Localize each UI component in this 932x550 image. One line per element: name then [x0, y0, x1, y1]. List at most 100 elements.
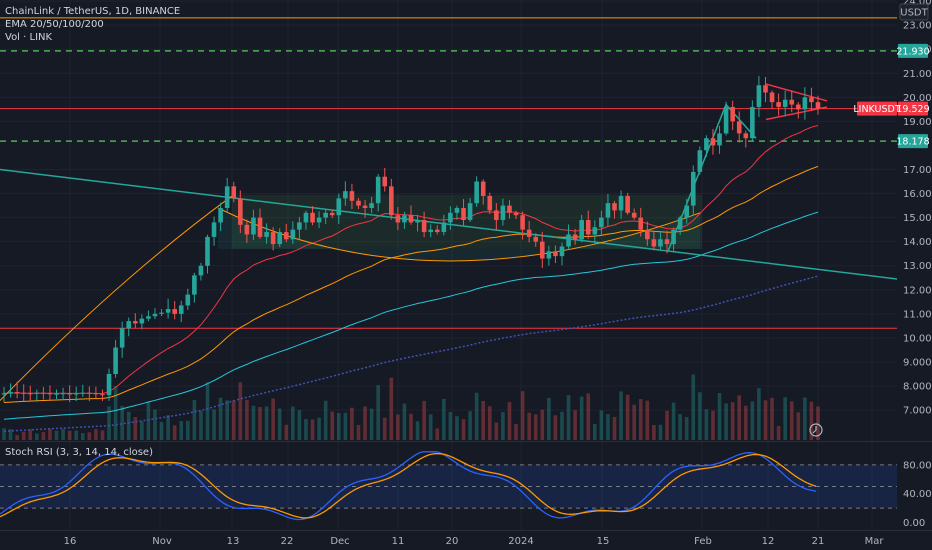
clock-button[interactable]: [809, 423, 823, 437]
candle[interactable]: [526, 220, 532, 243]
candle[interactable]: [664, 230, 670, 254]
candle[interactable]: [730, 100, 735, 131]
candle[interactable]: [349, 183, 355, 209]
candle[interactable]: [513, 210, 519, 219]
candle[interactable]: [106, 368, 112, 401]
candle[interactable]: [244, 219, 250, 243]
candle[interactable]: [172, 301, 177, 320]
candle[interactable]: [1, 387, 7, 403]
candle[interactable]: [809, 87, 814, 111]
candle[interactable]: [297, 216, 302, 240]
candle[interactable]: [356, 198, 361, 210]
candle[interactable]: [152, 308, 158, 320]
candle[interactable]: [369, 196, 374, 214]
candle[interactable]: [251, 209, 256, 240]
candle[interactable]: [717, 125, 722, 154]
candle[interactable]: [60, 387, 66, 400]
time-axis[interactable]: 16 Nov 13 22 Dec 11 20 2024 15 Feb 12 21 Mar: [64, 536, 885, 547]
candle[interactable]: [310, 206, 315, 226]
candle[interactable]: [389, 178, 394, 220]
candle[interactable]: [704, 135, 709, 157]
candle[interactable]: [119, 321, 125, 358]
candle[interactable]: [710, 128, 716, 155]
candle[interactable]: [494, 203, 499, 230]
candle[interactable]: [743, 130, 749, 148]
candle[interactable]: [139, 314, 145, 330]
candle[interactable]: [303, 210, 309, 230]
candle[interactable]: [802, 87, 808, 120]
candle[interactable]: [428, 224, 433, 238]
candle[interactable]: [178, 300, 184, 323]
candle[interactable]: [474, 176, 479, 207]
candle[interactable]: [782, 90, 788, 117]
candle[interactable]: [336, 193, 342, 225]
candle[interactable]: [612, 200, 617, 219]
candle[interactable]: [789, 90, 795, 113]
candle[interactable]: [132, 313, 138, 329]
candle[interactable]: [697, 146, 703, 175]
candle[interactable]: [546, 245, 552, 266]
candle[interactable]: [599, 210, 604, 236]
candle[interactable]: [566, 224, 571, 249]
candle[interactable]: [723, 101, 729, 136]
candle[interactable]: [375, 174, 381, 212]
candle[interactable]: [559, 242, 565, 266]
candle[interactable]: [205, 234, 210, 274]
candle[interactable]: [21, 384, 26, 402]
candle[interactable]: [533, 233, 539, 247]
candle[interactable]: [126, 317, 132, 337]
candle[interactable]: [87, 386, 92, 402]
candle[interactable]: [67, 385, 72, 403]
candle[interactable]: [441, 214, 447, 236]
candle[interactable]: [165, 298, 171, 319]
candle[interactable]: [736, 111, 742, 143]
candle[interactable]: [290, 221, 296, 245]
candle[interactable]: [34, 389, 40, 402]
candle[interactable]: [362, 200, 368, 218]
candle[interactable]: [343, 181, 348, 206]
candle[interactable]: [592, 220, 598, 245]
candle[interactable]: [448, 206, 453, 230]
candle[interactable]: [323, 209, 328, 224]
candle[interactable]: [651, 230, 657, 251]
candle[interactable]: [231, 181, 237, 203]
candle[interactable]: [500, 198, 506, 226]
candle[interactable]: [113, 339, 118, 378]
candle[interactable]: [100, 389, 105, 402]
candle[interactable]: [264, 223, 269, 244]
candle[interactable]: [776, 93, 781, 116]
stoch-rsi-legend[interactable]: Stoch RSI (3, 3, 14, 14, close): [5, 447, 153, 458]
candle[interactable]: [80, 384, 86, 397]
ema-legend[interactable]: EMA 20/50/100/200: [5, 19, 104, 30]
currency-badge[interactable]: USDT: [899, 3, 929, 21]
candle[interactable]: [553, 245, 558, 264]
candle[interactable]: [684, 198, 690, 224]
candle[interactable]: [198, 262, 204, 281]
candle[interactable]: [218, 202, 223, 232]
candle[interactable]: [27, 385, 33, 401]
candle[interactable]: [47, 385, 53, 401]
candle[interactable]: [507, 200, 512, 219]
candle[interactable]: [539, 231, 545, 268]
candle[interactable]: [408, 205, 414, 225]
candle[interactable]: [8, 383, 13, 398]
candle[interactable]: [257, 208, 263, 239]
candle[interactable]: [461, 199, 466, 226]
candle[interactable]: [14, 381, 20, 399]
candle[interactable]: [192, 272, 197, 303]
candle[interactable]: [645, 221, 650, 246]
candle[interactable]: [382, 167, 388, 192]
candle[interactable]: [690, 165, 696, 216]
candle[interactable]: [238, 190, 243, 233]
candle[interactable]: [605, 193, 611, 227]
volume-legend[interactable]: Vol · LINK: [5, 32, 52, 43]
candle[interactable]: [815, 95, 821, 115]
candle[interactable]: [769, 90, 775, 109]
candle[interactable]: [402, 211, 407, 229]
candle[interactable]: [415, 214, 420, 232]
candle[interactable]: [618, 190, 624, 219]
candle[interactable]: [625, 192, 630, 215]
candle[interactable]: [480, 179, 486, 205]
candle[interactable]: [487, 192, 493, 215]
candle[interactable]: [93, 386, 99, 399]
